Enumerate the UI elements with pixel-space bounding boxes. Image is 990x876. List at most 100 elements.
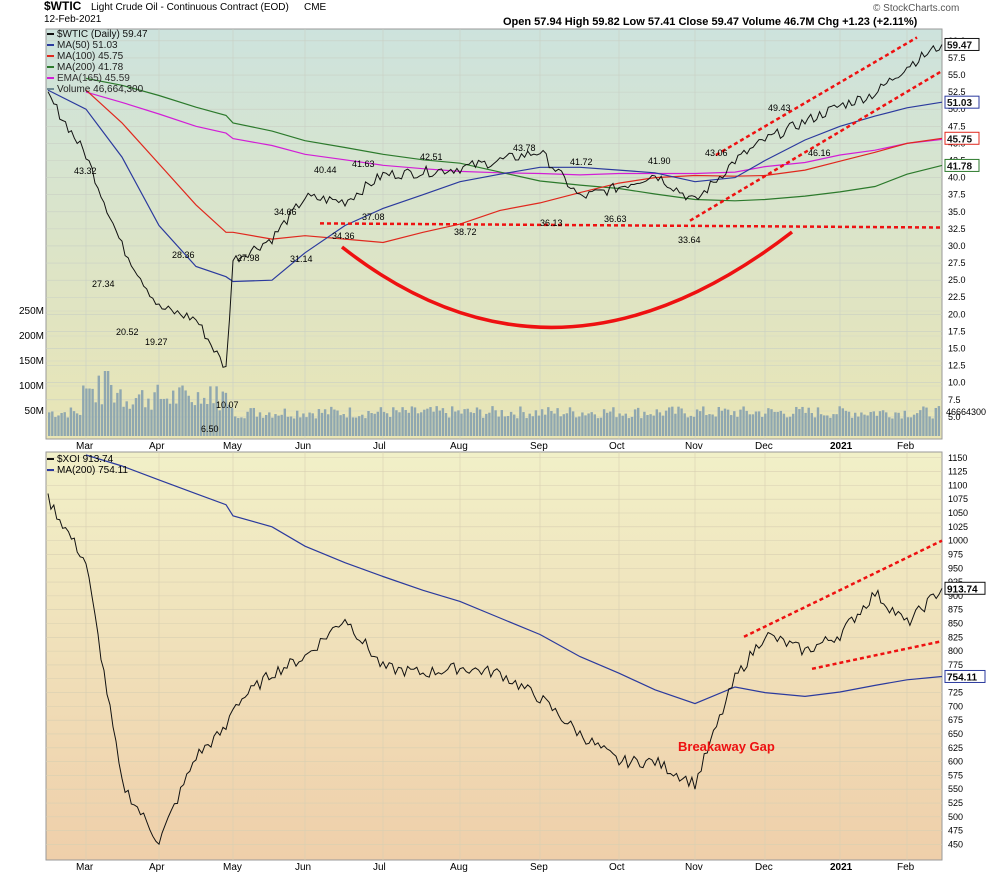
volume-bar (413, 407, 417, 436)
volume-bar (621, 415, 624, 436)
volume-bar (878, 411, 882, 436)
price-label: 36.13 (540, 218, 563, 228)
month-label: Oct (609, 862, 625, 873)
y-tick-label: 450 (948, 839, 963, 849)
volume-bar (531, 416, 534, 436)
volume-bar (497, 416, 500, 436)
volume-bar (255, 416, 259, 436)
volume-bar (565, 413, 569, 436)
ma100-line (85, 89, 943, 244)
last-value-text: 754.11 (947, 672, 977, 683)
volume-bar (141, 390, 144, 436)
upper-panel (45, 28, 943, 440)
volume-bar (385, 413, 389, 436)
volume-bar (401, 407, 404, 436)
price-label: 41.72 (570, 157, 593, 167)
volume-bar (125, 401, 128, 436)
price-label: 33.64 (678, 235, 701, 245)
volume-bar (550, 411, 553, 436)
volume-bar (317, 409, 321, 436)
volume-bar (203, 397, 206, 436)
y-tick-label: 25.0 (948, 275, 966, 285)
price-label: 6.50 (201, 424, 219, 434)
volume-bar (730, 415, 733, 436)
legend-entry: MA(200) 41.78 (57, 62, 124, 73)
lower-lines (47, 454, 943, 846)
volume-bar (792, 413, 795, 436)
last-value-tag (944, 37, 980, 51)
month-label: Jun (295, 441, 311, 452)
y-tick-label: 55.0 (948, 70, 966, 80)
y-tick-label: 35.0 (948, 207, 966, 217)
month-label: Dec (755, 441, 773, 452)
upper-volume (48, 371, 941, 436)
credit-text: © StockCharts.com (873, 3, 959, 14)
volume-bar (184, 390, 187, 436)
price-label: 40.44 (314, 165, 337, 175)
volume-bar (193, 405, 197, 436)
volume-bar (699, 411, 702, 436)
volume-bar (215, 386, 218, 436)
ma200-line (85, 77, 943, 202)
volume-bar (897, 412, 900, 436)
volume-bar (528, 413, 531, 436)
volume-bar (351, 417, 355, 436)
volume-bar (506, 415, 510, 436)
volume-bar (500, 410, 503, 436)
lower-annotations (743, 539, 943, 671)
volume-bar (881, 410, 885, 436)
volume-bar (482, 417, 485, 436)
volume-bar (807, 407, 810, 436)
volume-bar (624, 413, 627, 436)
volume-bar (410, 406, 414, 436)
volume-bar (547, 407, 550, 436)
y-tick-label: 52.5 (948, 87, 966, 97)
y-tick-label: 600 (948, 757, 963, 767)
volume-bar (299, 417, 302, 436)
volume-tick-label: 150M (19, 356, 44, 367)
volume-bar (866, 415, 869, 436)
price-label: 28.36 (172, 250, 195, 260)
y-tick-label: 1050 (948, 508, 968, 518)
volume-bar (658, 412, 662, 436)
volume-bar (488, 412, 491, 436)
y-tick-label: 500 (948, 812, 963, 822)
volume-bar (736, 416, 739, 436)
volume-bar (221, 391, 224, 436)
volume-bar (457, 410, 460, 436)
y-tick-label: 575 (948, 770, 963, 780)
price-label: 36.63 (604, 214, 627, 224)
legend-entry: MA(200) 754.11 (57, 465, 128, 476)
last-value-tag (944, 669, 986, 683)
volume-bar (240, 417, 243, 436)
header-exchange: CME (304, 2, 327, 13)
y-tick-label: 37.5 (948, 190, 966, 200)
month-label: Nov (685, 441, 703, 452)
volume-bar (274, 414, 277, 436)
volume-bar (540, 409, 544, 436)
price-label: 19.27 (145, 337, 168, 347)
last-value-text: 59.47 (947, 40, 972, 51)
volume-bar (838, 406, 841, 436)
volume-bar (389, 416, 392, 436)
volume-bar (661, 415, 665, 436)
y-tick-label: 47.5 (948, 121, 966, 131)
volume-bar (277, 415, 280, 436)
volume-bar (227, 404, 231, 436)
volume-bar (305, 417, 308, 436)
volume-bar (847, 411, 851, 436)
volume-bar (354, 417, 358, 436)
volume-bar (900, 418, 903, 436)
volume-bar (271, 417, 274, 436)
y-tick-label: 875 (948, 605, 963, 615)
volume-bar (668, 407, 671, 436)
volume-bar (373, 413, 376, 436)
volume-bar (581, 412, 584, 436)
volume-bar (420, 412, 423, 436)
volume-bar (175, 403, 178, 436)
y-tick-label: 825 (948, 632, 963, 642)
volume-bar (717, 406, 720, 436)
xoi-channel-lower (811, 639, 943, 671)
volume-bar (795, 406, 798, 436)
